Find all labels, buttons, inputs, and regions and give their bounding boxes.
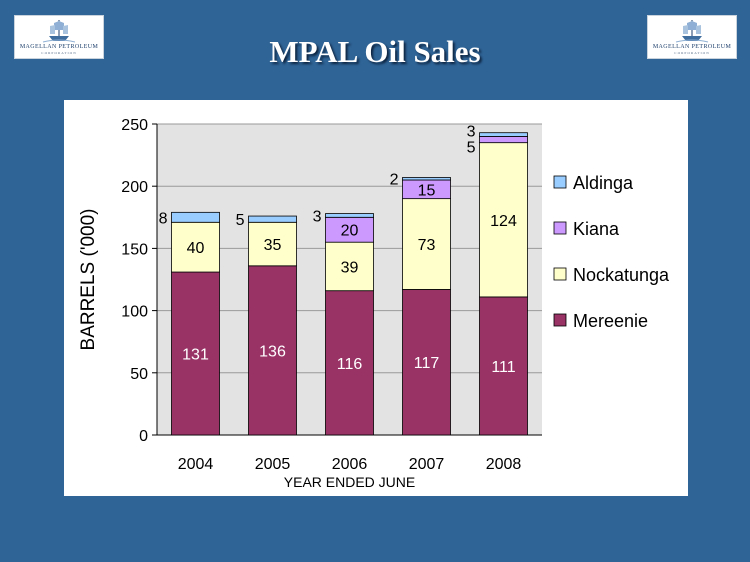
- data-label: 20: [341, 223, 359, 240]
- logo-wordmark: MAGELLAN PETROLEUM: [652, 44, 732, 50]
- ship-emblem-icon: [675, 20, 709, 43]
- x-tick-label: 2006: [332, 456, 368, 473]
- bar-segment-mereenie: [479, 296, 528, 436]
- bar-segment-nockatunga: [479, 142, 528, 298]
- legend-swatch-nockatunga: [553, 267, 567, 281]
- data-label: 15: [418, 182, 436, 199]
- x-tick-label: 2004: [178, 456, 214, 473]
- data-label: 3: [467, 124, 476, 141]
- bar-segment-aldinga: [171, 211, 220, 223]
- logo-subtitle: CORPORATION: [41, 51, 77, 55]
- data-label: 3: [313, 208, 322, 225]
- legend-label-nockatunga: Nockatunga: [573, 265, 670, 285]
- legend-label-kiana: Kiana: [573, 219, 620, 239]
- bar-segment-mereenie: [402, 289, 451, 436]
- company-logo-left: MAGELLAN PETROLEUM CORPORATION: [14, 15, 104, 59]
- x-axis-label: YEAR ENDED JUNE: [284, 474, 415, 490]
- data-label: 35: [264, 237, 282, 254]
- data-label: 116: [337, 356, 363, 373]
- logo-subtitle: CORPORATION: [674, 51, 710, 55]
- bar-segment-nockatunga: [402, 198, 451, 290]
- bar-segment-aldinga: [325, 213, 374, 218]
- legend-label-aldinga: Aldinga: [573, 173, 634, 193]
- data-label: 124: [490, 213, 517, 230]
- y-tick-label: 150: [121, 241, 148, 258]
- bar-segment-mereenie: [325, 290, 374, 436]
- bar-segment-mereenie: [248, 265, 297, 436]
- y-tick-label: 50: [130, 366, 148, 383]
- bar-segment-aldinga: [402, 177, 451, 181]
- data-label: 136: [259, 343, 286, 360]
- logo-wordmark: MAGELLAN PETROLEUM: [19, 44, 99, 50]
- data-label: 2: [390, 172, 399, 189]
- bar-segment-kiana: [325, 216, 374, 243]
- y-tick-label: 0: [139, 428, 148, 445]
- data-label: 111: [491, 359, 515, 376]
- x-tick-label: 2007: [409, 456, 445, 473]
- legend-swatch-kiana: [553, 221, 567, 235]
- company-logo-right: MAGELLAN PETROLEUM CORPORATION: [647, 15, 737, 59]
- data-label: 117: [414, 355, 440, 372]
- data-label: 5: [236, 212, 245, 229]
- data-label: 39: [341, 259, 359, 276]
- data-label: 40: [187, 240, 205, 257]
- ship-emblem-icon: [42, 20, 76, 43]
- bar-segment-aldinga: [479, 132, 528, 137]
- slide-title: MPAL Oil Sales: [269, 34, 481, 69]
- y-tick-label: 100: [121, 304, 148, 321]
- bar-segment-kiana: [479, 136, 528, 144]
- y-tick-label: 250: [121, 117, 148, 134]
- bar-segment-nockatunga: [171, 221, 220, 273]
- data-label: 5: [467, 139, 476, 156]
- y-axis-label: BARRELS ('000): [78, 209, 99, 351]
- stacked-bar-chart: 0501001502002501314082004136355200511639…: [78, 117, 670, 490]
- x-tick-label: 2008: [486, 456, 522, 473]
- bar-segment-mereenie: [171, 271, 220, 436]
- bar-segment-nockatunga: [325, 241, 374, 292]
- chart-panel: 0 50 100 150 200 250 131 40 8 2004 136 35 5 2005 116 39…: [64, 100, 688, 496]
- data-label: 131: [182, 347, 209, 364]
- y-tick-label: 200: [121, 179, 148, 196]
- bar-segment-aldinga: [248, 215, 297, 223]
- legend-swatch-aldinga: [553, 175, 567, 189]
- legend-label-mereenie: Mereenie: [573, 311, 648, 331]
- x-tick-label: 2005: [255, 456, 291, 473]
- data-label: 73: [418, 237, 436, 254]
- data-label: 8: [159, 210, 168, 227]
- legend-swatch-mereenie: [553, 313, 567, 327]
